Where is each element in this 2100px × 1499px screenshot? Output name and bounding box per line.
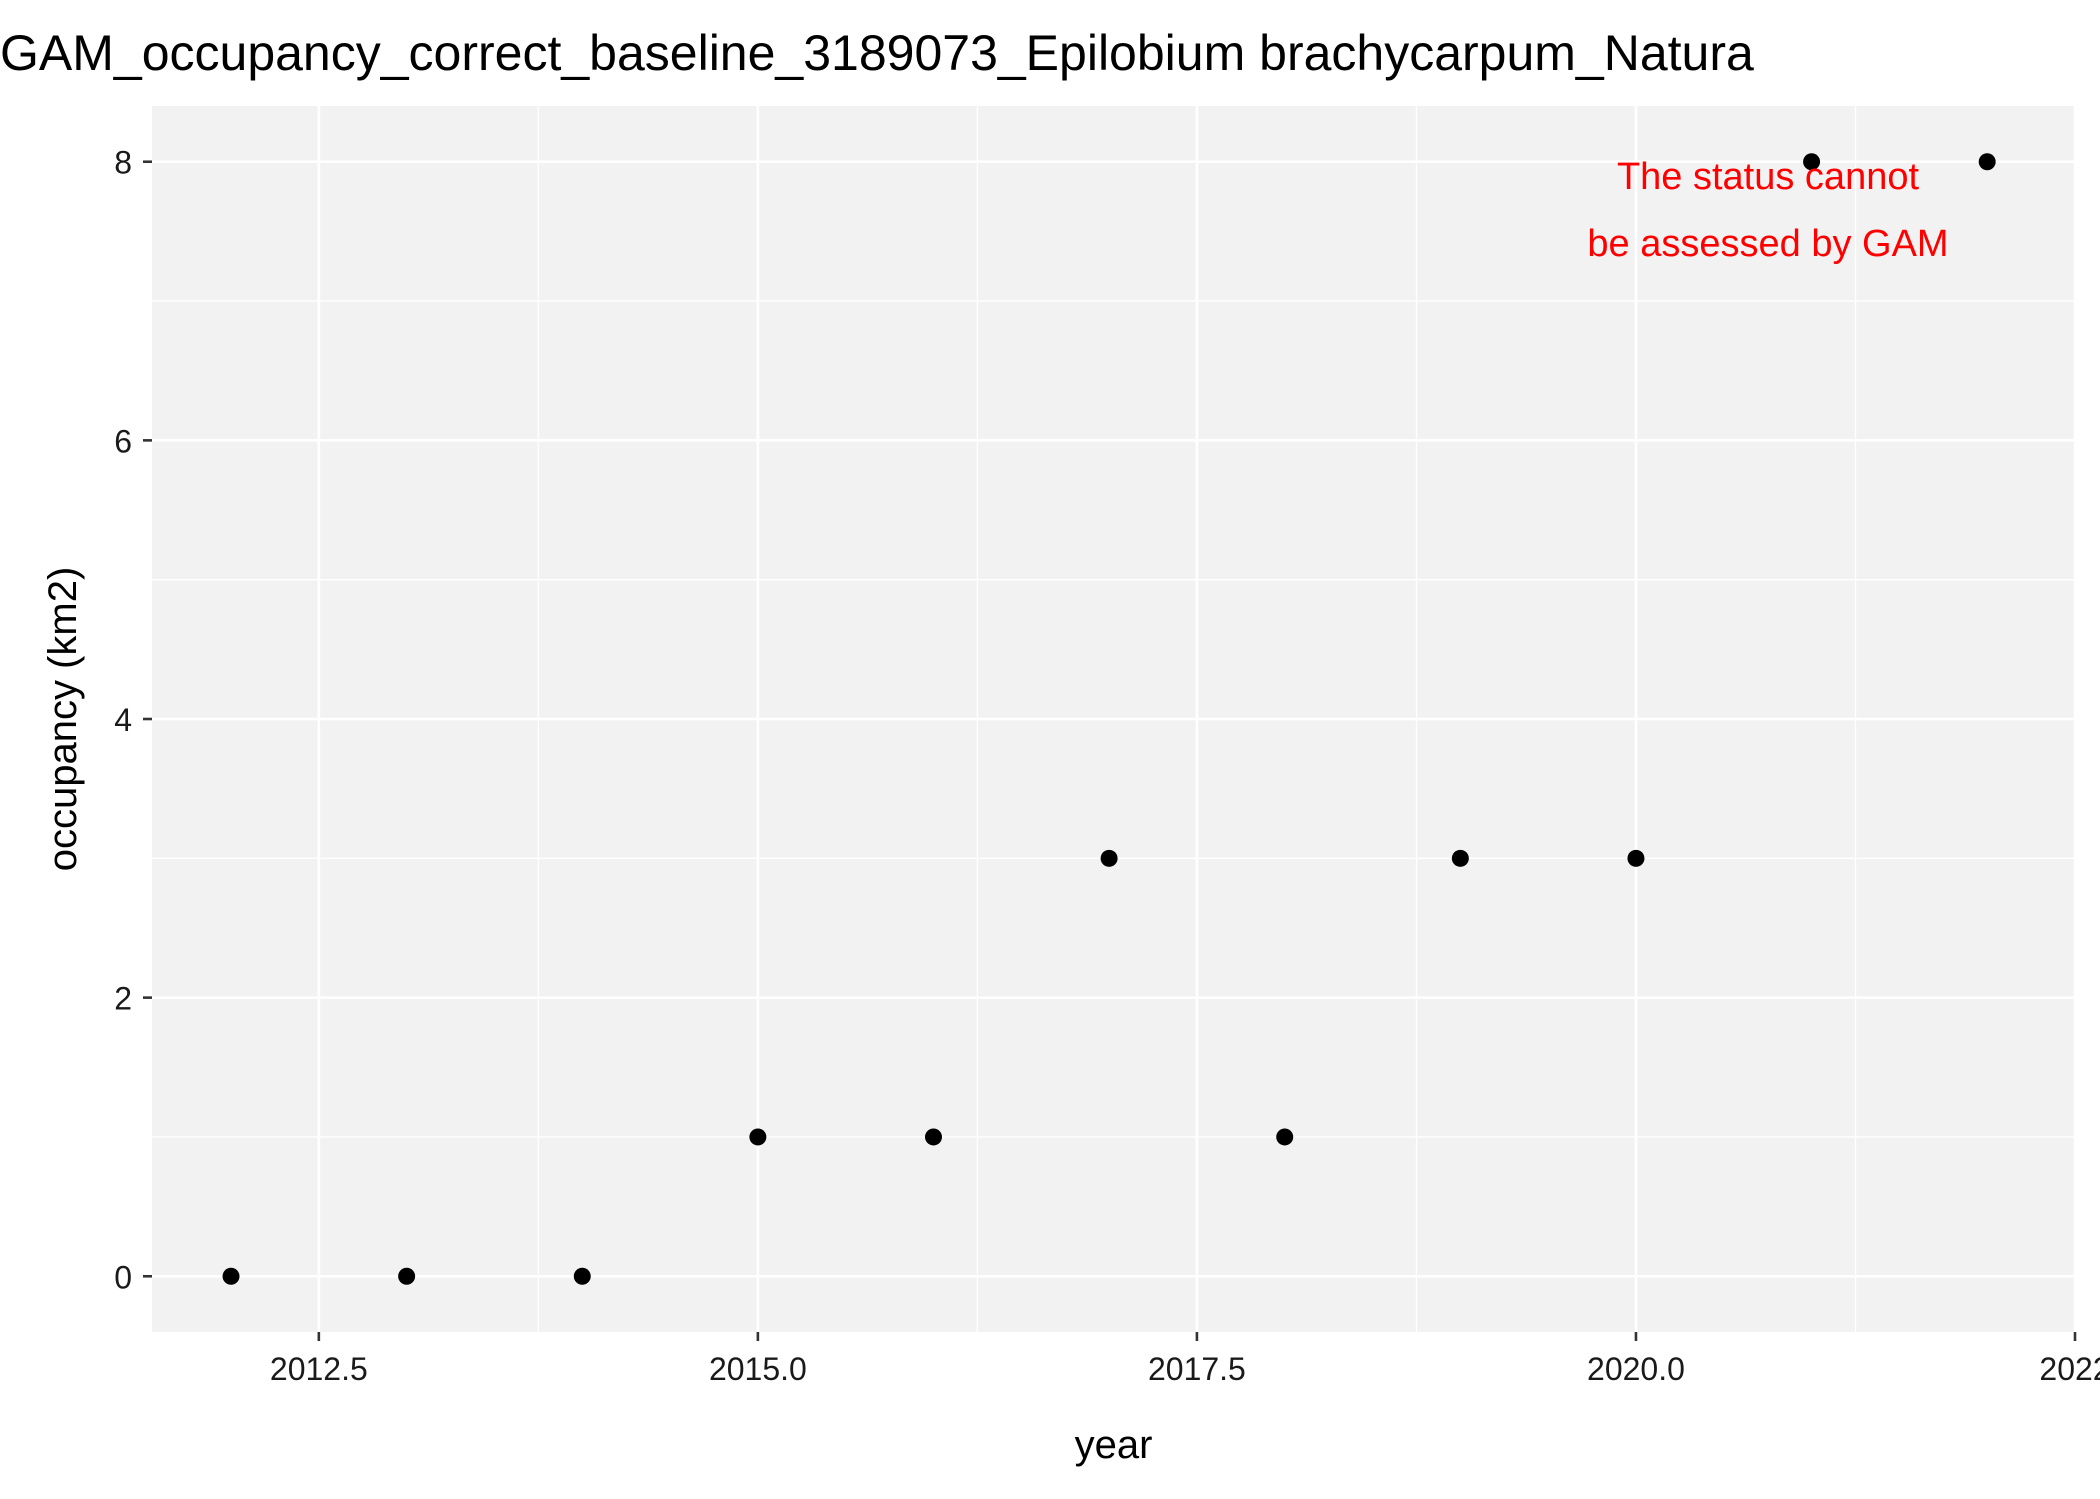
data-point [1451, 849, 1469, 867]
data-point [1627, 849, 1645, 867]
x-tick-label: 2012.5 [270, 1351, 368, 1387]
chart-title: GAM_occupancy_correct_baseline_3189073_E… [0, 25, 1754, 81]
annotation-text: The status cannot be assessed by GAM [1587, 156, 1948, 265]
data-point [1276, 1128, 1294, 1146]
y-tick-label: 0 [114, 1259, 132, 1295]
y-tick-label: 2 [114, 981, 132, 1017]
annotation-line: be assessed by GAM [1587, 223, 1948, 265]
x-axis-title: year [1075, 1423, 1153, 1467]
data-point [222, 1267, 240, 1285]
data-point [924, 1128, 942, 1146]
y-axis-title: occupancy (km2) [41, 567, 85, 872]
data-point [1978, 153, 1996, 171]
y-tick-label: 4 [114, 702, 132, 738]
data-point [1100, 849, 1118, 867]
data-point [1803, 153, 1821, 171]
x-tick-label: 2020.0 [1587, 1351, 1685, 1387]
data-point [749, 1128, 767, 1146]
data-point [398, 1267, 416, 1285]
x-tick-label: 2022 [2039, 1351, 2100, 1387]
x-tick-label: 2015.0 [709, 1351, 807, 1387]
data-point [573, 1267, 591, 1285]
x-tick-label: 2017.5 [1148, 1351, 1246, 1387]
y-tick-label: 8 [114, 145, 132, 181]
y-tick-label: 6 [114, 423, 132, 459]
annotation-line: The status cannot [1617, 156, 1920, 198]
